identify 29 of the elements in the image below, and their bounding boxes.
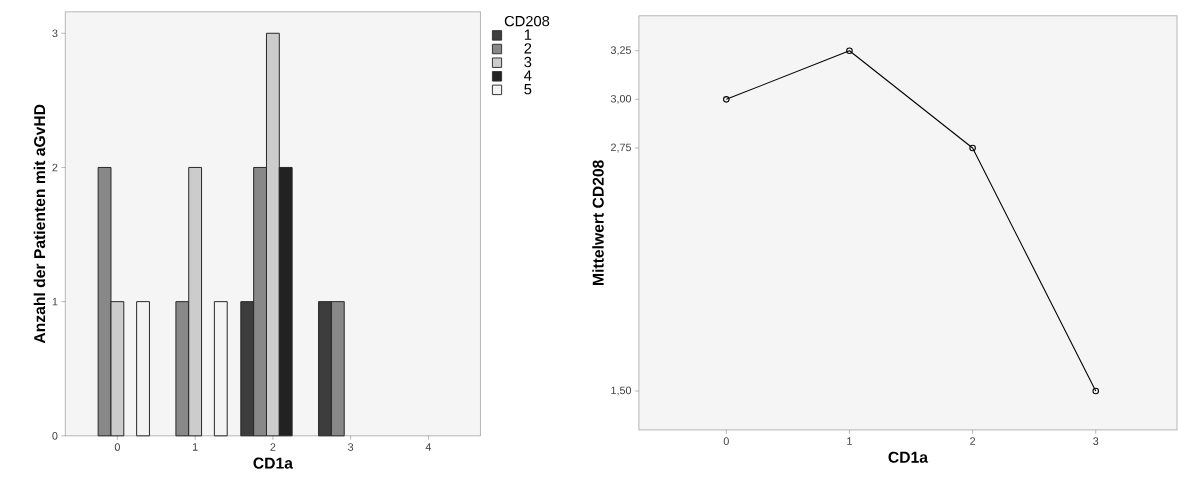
x-tick-label: 0 (723, 437, 729, 445)
x-tick-label: 0 (114, 443, 120, 451)
legend-label: 4 (524, 70, 532, 81)
legend-label: 2 (524, 43, 532, 54)
y-tick-label: 2,75 (611, 143, 632, 153)
x-tick-label: 4 (425, 443, 432, 451)
x-tick-label: 1 (847, 437, 852, 445)
legend-label: 3 (524, 56, 532, 68)
legend-title: CD208 (504, 15, 550, 27)
y-axis-title: Anzahl der Patienten mit aGvHD (33, 104, 46, 344)
legend-label: 1 (524, 29, 532, 40)
y-tick-label: 3 (52, 29, 58, 38)
x-tick-label: 3 (1093, 437, 1099, 445)
point (969, 144, 976, 152)
x-tick-label: 1 (192, 443, 198, 451)
y-tick-label: 3,00 (610, 94, 632, 104)
y-tick-label: 1,50 (611, 386, 632, 396)
y-tick-label: 2 (52, 163, 58, 172)
x-tick-label: 2 (970, 437, 976, 445)
x-axis-title: CD1a (888, 451, 929, 463)
y-axis-title: Mittelwert CD208 (592, 160, 604, 285)
x-tick-label: 2 (270, 443, 276, 451)
x-tick-label: 3 (348, 443, 354, 451)
point (846, 47, 853, 55)
y-tick-label: 3,25 (610, 46, 632, 56)
x-axis-title: CD1a (253, 457, 294, 469)
y-tick-label: 1 (52, 297, 58, 306)
y-tick-label: 0 (52, 432, 58, 440)
legend-label: 5 (524, 84, 532, 95)
